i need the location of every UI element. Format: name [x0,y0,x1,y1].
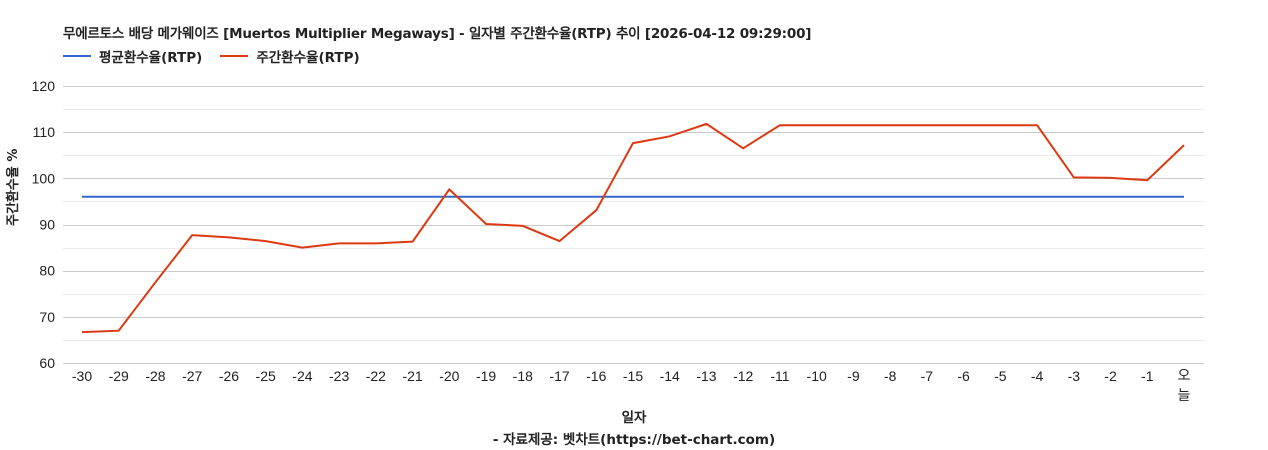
x-tick-label: -25 [256,368,276,384]
legend-label: 평균환수율(RTP) [99,50,203,66]
legend-label: 주간환수율(RTP) [256,50,360,66]
x-tick-label: -26 [219,368,239,384]
chart-title: 무에르토스 배당 메가웨이즈 [Muertos Multiplier Megaw… [63,26,812,42]
x-tick-label: -19 [476,368,496,384]
x-axis-ticks: -30 -29 -28 -27 -26 -25 -24 -23 -22 -21 -20 -19 -18-… [72,367,1191,403]
legend: 평균환수율(RTP) 주간환수율(RTP) [63,46,378,66]
x-tick-label: 늘 [1178,387,1191,403]
x-tick-label: -21 [402,368,422,384]
y-tick-label: 90 [39,217,55,233]
y-axis-ticks: 60 70 80 90 100 110 120 [32,78,56,371]
y-tick-label: 80 [39,263,55,279]
x-tick-label: -14 [660,368,680,384]
gridlines [63,86,1204,364]
x-tick-label: -10 [807,368,827,384]
legend-item-weekly-rtp[interactable]: 주간환수율(RTP) [220,46,360,66]
y-tick-label: 110 [33,124,56,140]
legend-swatch-blue-icon [63,55,91,57]
y-tick-label: 120 [32,78,56,94]
x-tick-label: -28 [145,368,165,384]
x-tick-label: -7 [921,368,934,384]
x-tick-label: -1 [1141,368,1154,384]
x-tick-label: -6 [957,368,970,384]
x-tick-label: -2 [1104,368,1117,384]
x-tick-label: -16 [586,368,606,384]
x-tick-label: -27 [182,368,202,384]
x-tick-label: -20 [439,368,459,384]
x-tick-label: -15 [623,368,643,384]
x-tick-label: -4 [1031,368,1044,384]
x-tick-label: -22 [366,368,386,384]
legend-swatch-red-icon [220,55,249,57]
x-tick-label: -18 [513,368,533,384]
x-tick-label: -23 [329,368,349,384]
y-tick-label: 70 [39,309,55,325]
x-tick-label: -12 [733,368,753,384]
y-tick-label: 60 [39,355,55,371]
x-tick-label: -11 [770,368,789,384]
x-tick-label: -30 [72,368,92,384]
x-tick-label: -17 [549,368,569,384]
x-tick-label: -13 [696,368,716,384]
x-tick-label: -5 [994,368,1007,384]
x-tick-label: -24 [292,368,312,384]
x-tick-label: -3 [1068,368,1081,384]
y-tick-label: 100 [32,170,56,186]
x-tick-label: -9 [847,368,860,384]
series-lines [81,122,1185,334]
data-source-credit: - 자료제공: 벳차트(https://bet-chart.com) [492,432,776,448]
legend-item-average-rtp[interactable]: 평균환수율(RTP) [63,46,202,66]
x-tick-label: 오 [1178,367,1191,383]
weekly-rtp-line[interactable] [81,122,1185,334]
x-tick-label: -8 [884,368,897,384]
x-tick-label: -29 [109,368,129,384]
x-axis-label: 일자 [621,410,647,426]
